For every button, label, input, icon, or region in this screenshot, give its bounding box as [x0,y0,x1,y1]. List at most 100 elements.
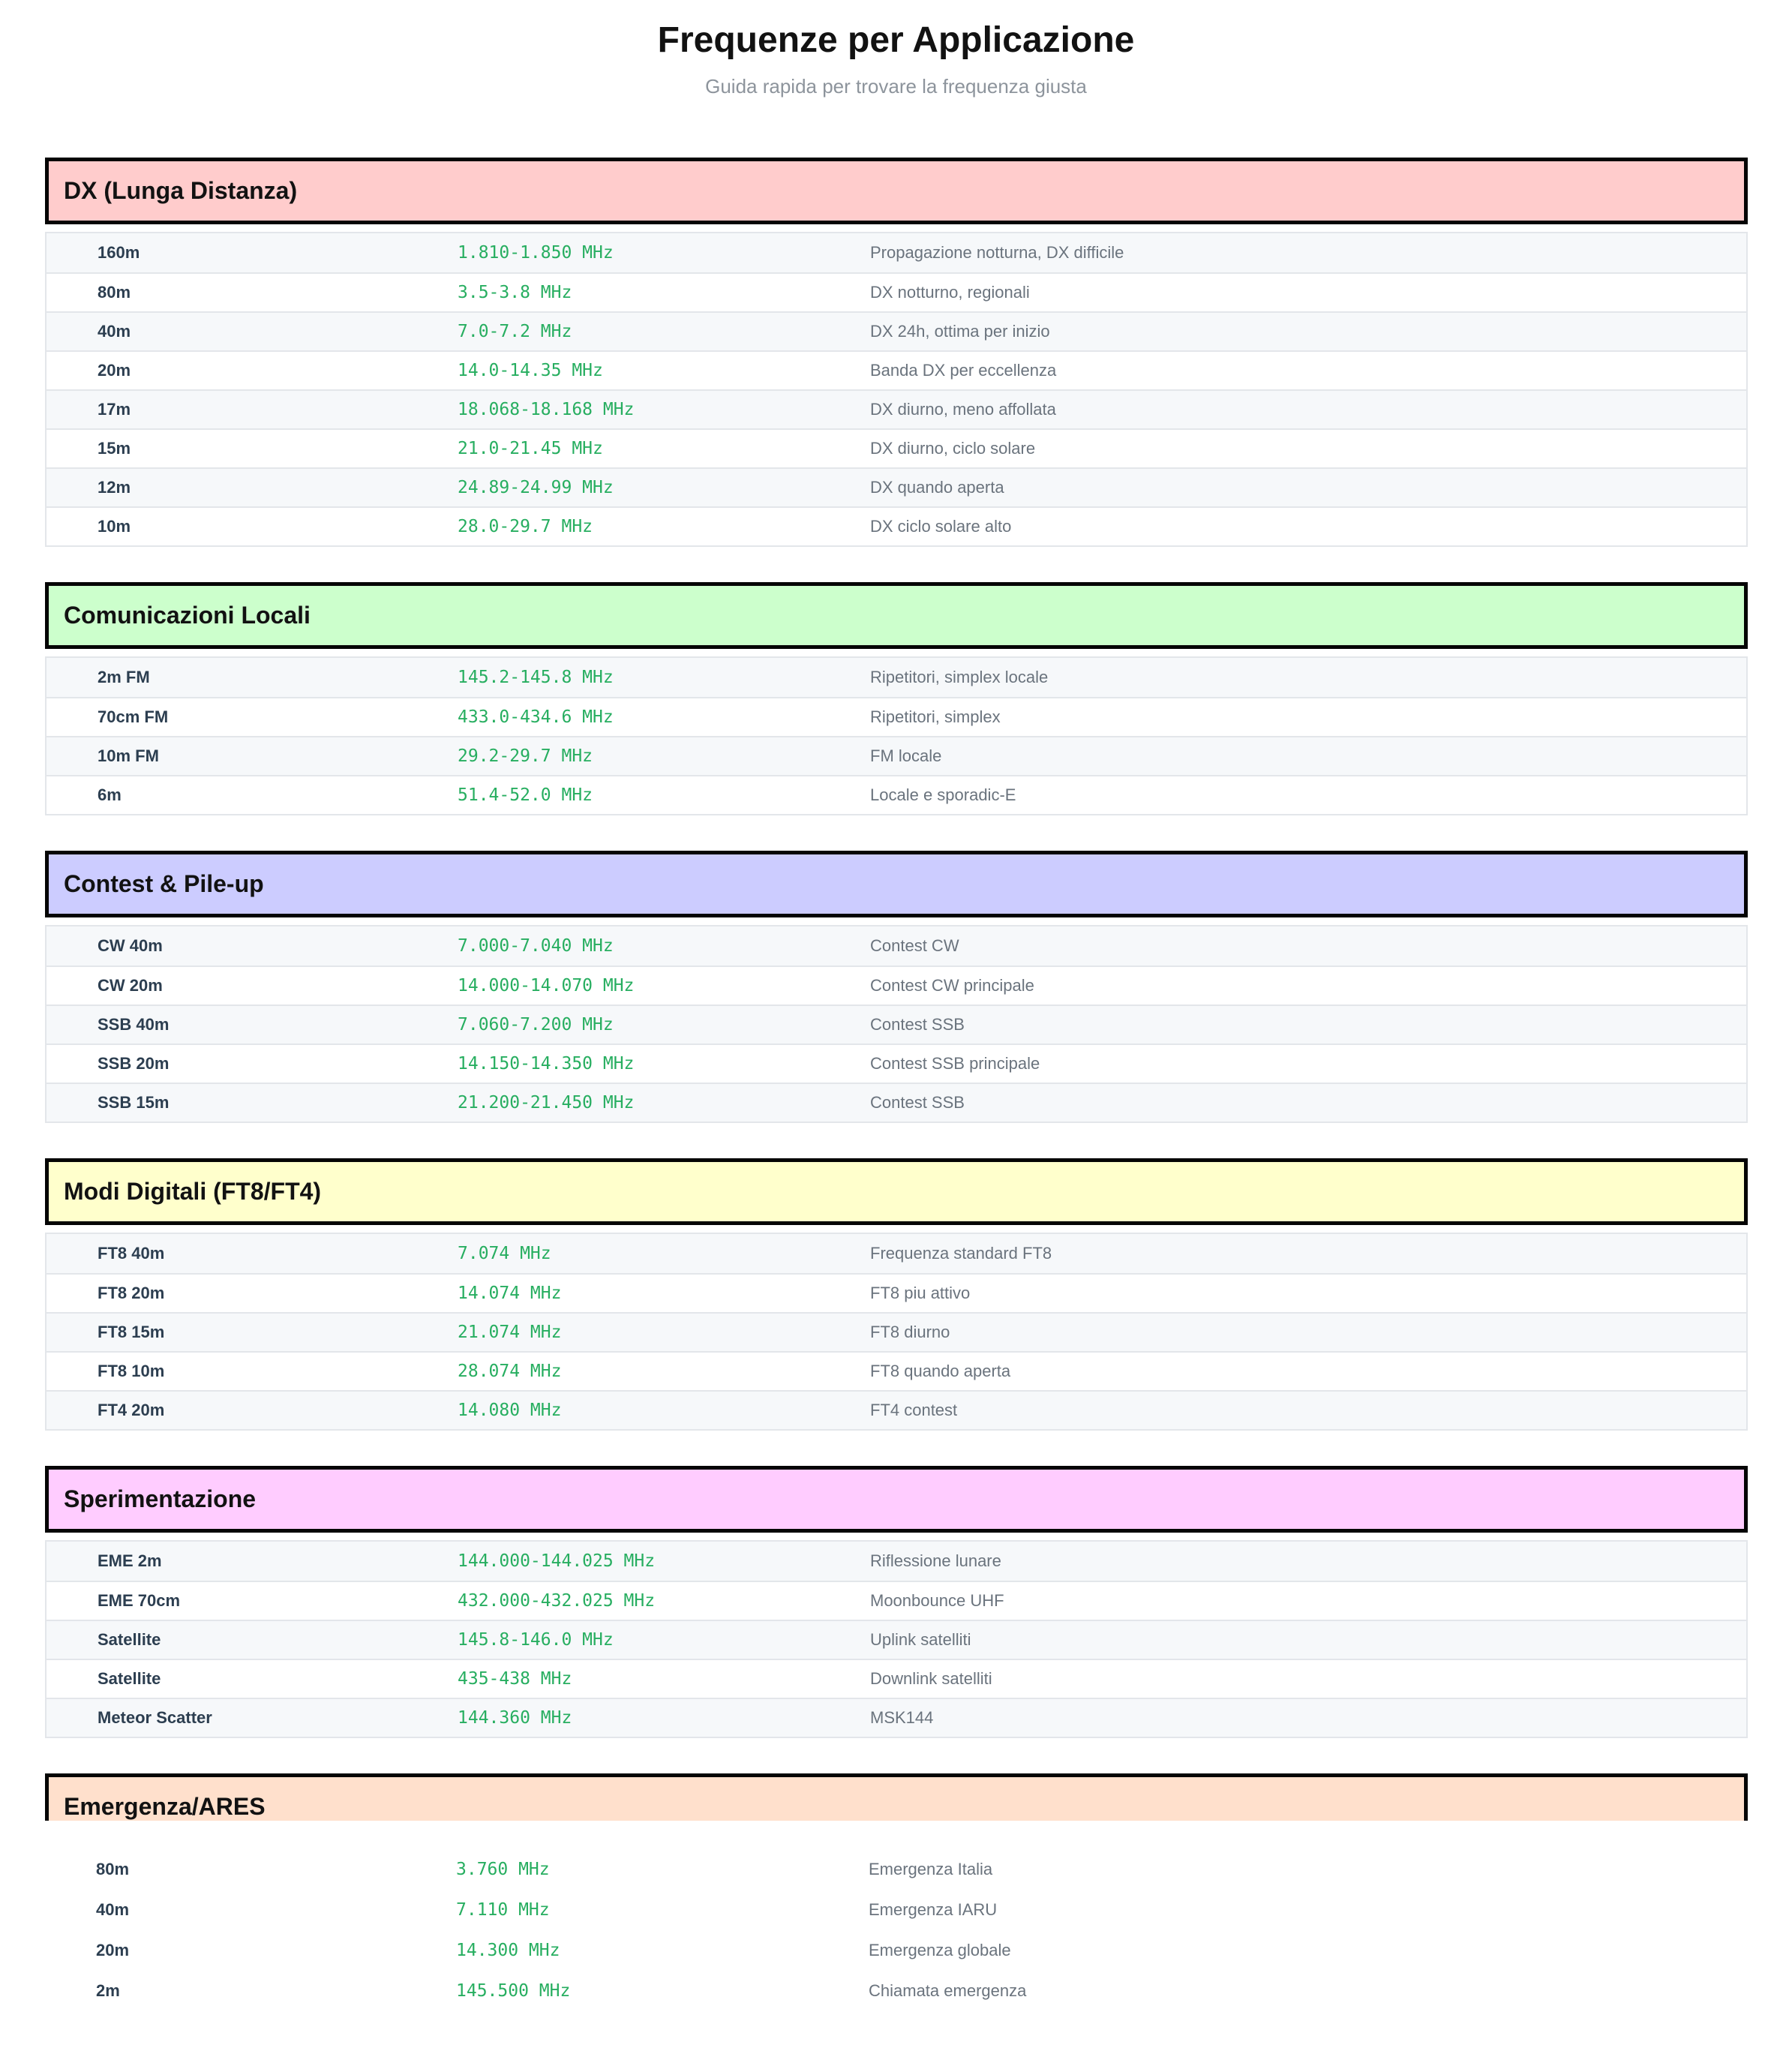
frequency-row: 10m FM 29.2-29.7 MHz FM locale [47,736,1746,775]
frequency-description: Contest SSB [870,1093,965,1112]
section-header: Comunicazioni Locali [45,582,1748,649]
band-label: 10m [98,517,131,536]
band-label: SSB 20m [98,1054,170,1073]
frequency-row: EME 70cm 432.000-432.025 MHz Moonbounce … [47,1581,1746,1620]
frequency-row: 12m 24.89-24.99 MHz DX quando aperta [47,467,1746,506]
band-label: 40m [96,1900,130,1919]
frequency-row: Meteor Scatter 144.360 MHz MSK144 [47,1698,1746,1737]
section-title: DX (Lunga Distanza) [64,177,298,204]
band-label: Meteor Scatter [98,1708,212,1727]
frequency-value: 14.074 MHz [458,1284,562,1303]
frequency-table: FT8 40m 7.074 MHz Frequenza standard FT8… [45,1233,1748,1431]
frequency-row: 160m 1.810-1.850 MHz Propagazione nottur… [47,233,1746,272]
frequency-value: 14.300 MHz [456,1941,560,1960]
frequency-description: Contest CW principale [870,976,1034,995]
frequency-section: Contest & Pile-up CW 40m 7.000-7.040 MHz… [45,851,1748,1123]
frequency-description: Emergenza IARU [869,1900,998,1919]
frequency-row: EME 2m 144.000-144.025 MHz Riflessione l… [47,1542,1746,1581]
frequency-description: FT4 contest [870,1401,958,1419]
frequency-value: 21.200-21.450 MHz [458,1093,635,1113]
page-title: Frequenze per Applicazione [657,20,1135,60]
frequency-row: 80m 3.5-3.8 MHz DX notturno, regionali [47,272,1746,311]
frequency-value: 3.5-3.8 MHz [458,283,572,302]
section-title: Modi Digitali (FT8/FT4) [64,1178,322,1205]
section-header: Contest & Pile-up [45,851,1748,917]
frequency-row: FT8 20m 14.074 MHz FT8 piu attivo [47,1273,1746,1312]
frequency-row: SSB 20m 14.150-14.350 MHz Contest SSB pr… [47,1044,1746,1083]
frequency-value: 145.500 MHz [456,1981,571,2001]
frequency-section: Comunicazioni Locali 2m FM 145.2-145.8 M… [45,582,1748,815]
frequency-value: 145.2-145.8 MHz [458,668,614,687]
frequency-description: Uplink satelliti [870,1630,971,1649]
frequency-description: Ripetitori, simplex locale [870,668,1049,686]
frequency-section: Modi Digitali (FT8/FT4) FT8 40m 7.074 MH… [45,1158,1748,1431]
frequency-value: 21.0-21.45 MHz [458,439,603,458]
frequency-value: 432.000-432.025 MHz [458,1591,656,1611]
frequency-description: Chiamata emergenza [869,1981,1027,2000]
frequency-description: Emergenza globale [869,1941,1011,1959]
frequency-value: 433.0-434.6 MHz [458,707,614,727]
frequency-description: Ripetitori, simplex [870,707,1001,726]
band-label: 6m [98,785,122,804]
section-header: DX (Lunga Distanza) [45,158,1748,224]
frequency-description: FT8 piu attivo [870,1284,971,1302]
band-label: CW 40m [98,936,163,955]
section-header: Sperimentazione [45,1466,1748,1533]
frequency-description: FM locale [870,746,942,765]
frequency-row: 80m 3.760 MHz Emergenza Italia [45,1849,1748,1890]
frequency-row: 20m 14.300 MHz Emergenza globale [45,1930,1748,1971]
band-label: Satellite [98,1630,161,1649]
frequency-section: DX (Lunga Distanza) 160m 1.810-1.850 MHz… [45,158,1748,547]
frequency-row: 10m 28.0-29.7 MHz DX ciclo solare alto [47,506,1746,545]
frequency-description: DX 24h, ottima per inizio [870,322,1050,341]
frequency-row: FT8 40m 7.074 MHz Frequenza standard FT8 [47,1234,1746,1273]
band-label: 40m [98,322,131,341]
frequency-row: 6m 51.4-52.0 MHz Locale e sporadic-E [47,775,1746,814]
frequency-value: 28.074 MHz [458,1362,562,1381]
frequency-description: Emergenza Italia [869,1860,993,1878]
band-label: 80m [98,283,131,302]
frequency-table: 80m 3.760 MHz Emergenza Italia 40m 7.110… [45,1849,1748,2011]
frequency-description: MSK144 [870,1708,934,1727]
frequency-description: Moonbounce UHF [870,1591,1004,1610]
band-label: FT8 20m [98,1284,165,1302]
section-title: Contest & Pile-up [64,870,264,897]
frequency-description: FT8 diurno [870,1323,950,1341]
section-title: Sperimentazione [64,1485,257,1512]
frequency-value: 29.2-29.7 MHz [458,746,593,766]
band-label: EME 2m [98,1551,162,1570]
frequency-description: Banda DX per eccellenza [870,361,1057,380]
frequency-row: 70cm FM 433.0-434.6 MHz Ripetitori, simp… [47,697,1746,736]
band-label: 70cm FM [98,707,169,726]
frequency-row: 2m 145.500 MHz Chiamata emergenza [45,1971,1748,2011]
band-label: 15m [98,439,131,458]
band-label: FT4 20m [98,1401,165,1419]
frequency-value: 14.080 MHz [458,1401,562,1420]
frequency-description: FT8 quando aperta [870,1362,1011,1380]
frequency-description: DX notturno, regionali [870,283,1030,302]
band-label: 160m [98,243,140,262]
frequency-value: 144.000-144.025 MHz [458,1551,656,1571]
frequency-table: CW 40m 7.000-7.040 MHz Contest CW CW 20m… [45,925,1748,1123]
band-label: FT8 10m [98,1362,165,1380]
frequency-row: FT8 15m 21.074 MHz FT8 diurno [47,1312,1746,1351]
frequency-description: Downlink satelliti [870,1669,992,1688]
section-title: Emergenza/ARES [64,1793,266,1820]
frequency-row: 40m 7.0-7.2 MHz DX 24h, ottima per inizi… [47,311,1746,350]
frequency-row: CW 20m 14.000-14.070 MHz Contest CW prin… [47,965,1746,1004]
frequency-row: 2m FM 145.2-145.8 MHz Ripetitori, simple… [47,658,1746,697]
frequency-description: Contest SSB principale [870,1054,1040,1073]
band-label: SSB 15m [98,1093,170,1112]
frequency-value: 18.068-18.168 MHz [458,400,635,419]
frequency-description: Locale e sporadic-E [870,785,1016,804]
frequency-value: 144.360 MHz [458,1708,572,1728]
frequency-description: Propagazione notturna, DX difficile [870,243,1124,262]
frequency-row: FT8 10m 28.074 MHz FT8 quando aperta [47,1351,1746,1390]
frequency-value: 3.760 MHz [456,1860,550,1879]
page-subtitle: Guida rapida per trovare la frequenza gi… [705,75,1087,98]
frequency-description: DX quando aperta [870,478,1004,497]
frequency-table: EME 2m 144.000-144.025 MHz Riflessione l… [45,1540,1748,1738]
frequency-row: Satellite 145.8-146.0 MHz Uplink satelli… [47,1620,1746,1659]
frequency-table: 160m 1.810-1.850 MHz Propagazione nottur… [45,232,1748,547]
frequency-row: 17m 18.068-18.168 MHz DX diurno, meno af… [47,389,1746,428]
